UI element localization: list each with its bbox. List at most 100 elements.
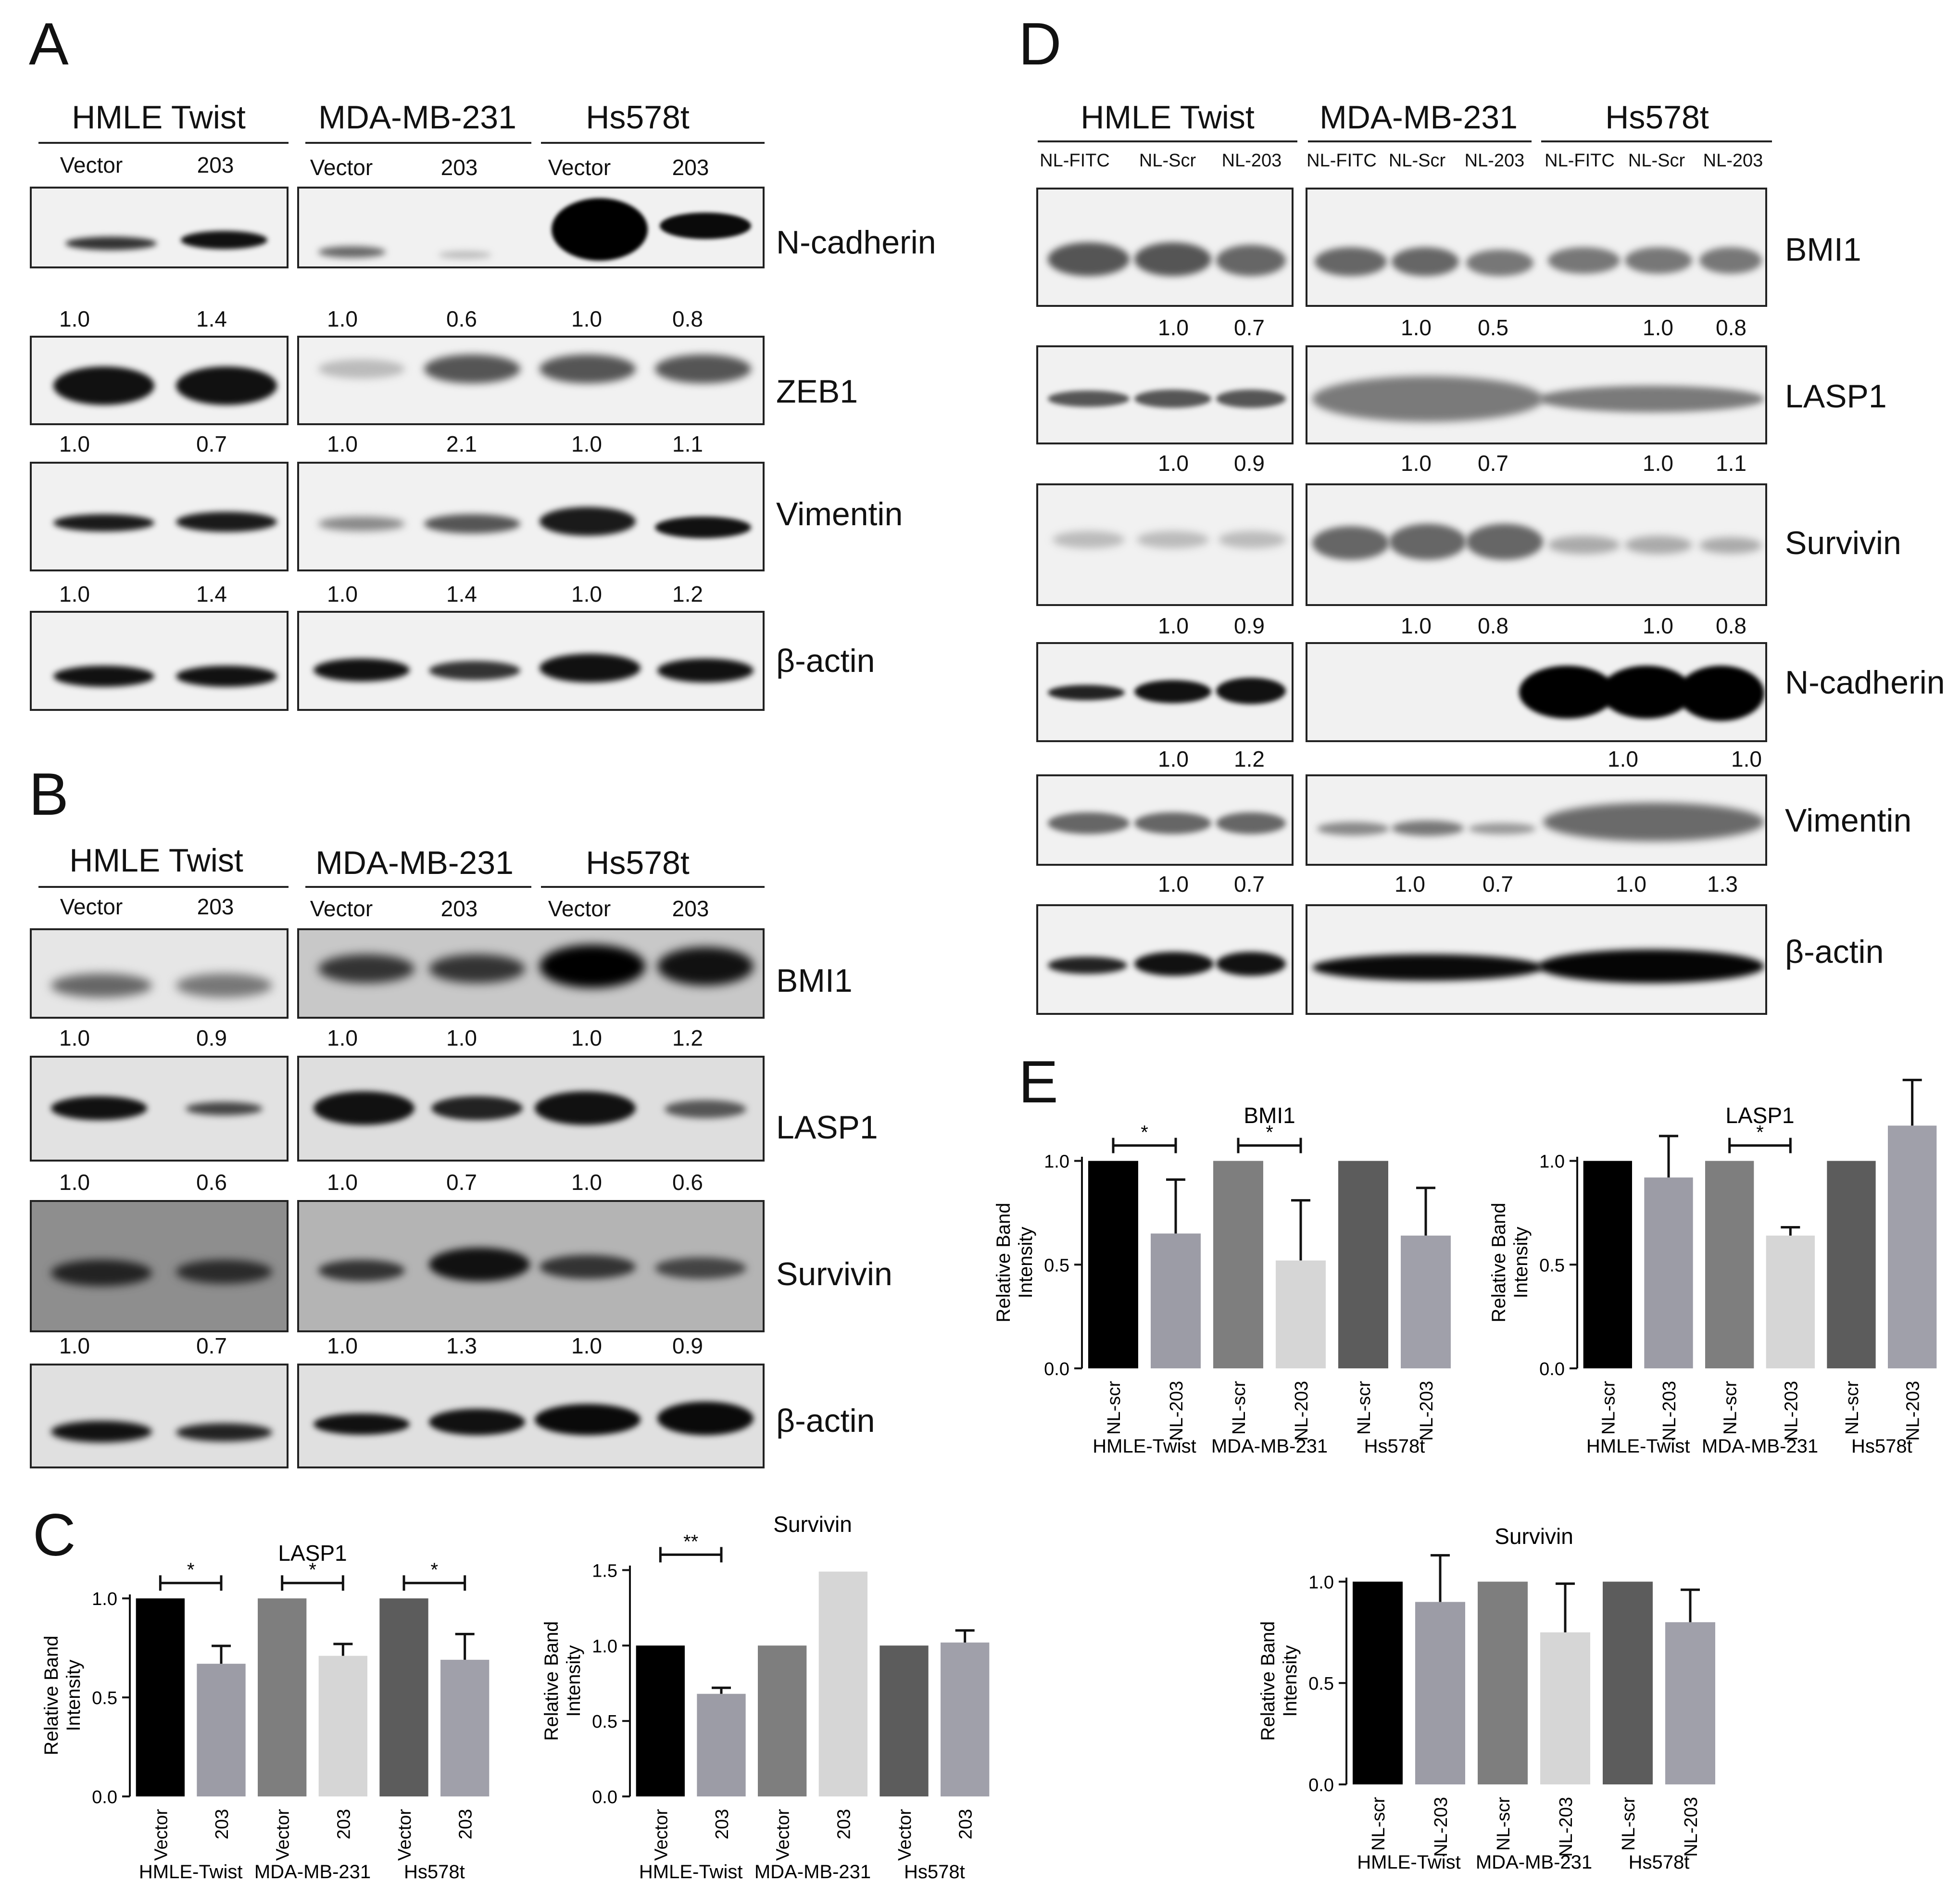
protein-band — [660, 213, 751, 239]
western-blot-strip — [1036, 904, 1294, 1015]
protein-band — [1219, 531, 1286, 548]
bar-chart-c-lasp1: LASP1 0.0 0.5 1.0 Relative Band Intensity Vect… — [41, 1541, 490, 1883]
significance-label: * — [1266, 1122, 1273, 1143]
western-blot-strip — [297, 187, 765, 268]
lane-label: NL-FITC — [1307, 151, 1377, 171]
protein-band — [1137, 531, 1209, 548]
western-blot-strip — [30, 462, 289, 571]
protein-band — [176, 1423, 272, 1441]
protein-band — [1548, 536, 1620, 554]
y-tick-label: 1.0 — [1539, 1152, 1565, 1172]
protein-band — [51, 1421, 152, 1442]
x-tick-label: NL-scr — [1369, 1797, 1389, 1851]
bar — [440, 1659, 490, 1796]
bar — [1705, 1161, 1754, 1368]
y-tick-label: 0.5 — [1539, 1255, 1565, 1276]
quant-value: 1.0 — [59, 1333, 90, 1358]
quant-value: 0.6 — [446, 306, 477, 331]
protein-band — [540, 1255, 636, 1279]
protein-band — [431, 1096, 523, 1120]
protein-label: Survivin — [1785, 525, 1901, 561]
quant-value: 1.2 — [672, 1025, 703, 1050]
western-blot-strip — [297, 611, 765, 711]
western-blot-strip — [297, 928, 765, 1019]
bar — [636, 1645, 685, 1796]
y-tick-label: 1.0 — [1308, 1572, 1334, 1593]
bar-chart-c-survivin: Survivin 0.0 0.5 1.0 1.5 Relative Band Intensi… — [541, 1512, 990, 1883]
protein-band — [1216, 245, 1286, 276]
quant-value: 0.6 — [196, 1170, 227, 1195]
quant-value: 0.7 — [196, 1333, 227, 1358]
quant-value: 1.0 — [327, 306, 358, 331]
bar — [1540, 1632, 1590, 1784]
protein-band — [1134, 680, 1211, 703]
bar — [1415, 1602, 1465, 1784]
group-label: Hs578t — [586, 845, 690, 881]
western-blot-strip — [30, 611, 289, 711]
protein-band — [1699, 247, 1762, 274]
quant-value: 1.0 — [1616, 872, 1646, 897]
y-axis-label: Intensity — [1280, 1645, 1301, 1717]
quant-value: 1.0 — [1401, 315, 1432, 340]
group-label: MDA-MB-231 — [254, 1861, 371, 1883]
quant-value: 1.0 — [327, 431, 358, 456]
quant-value: 1.0 — [59, 306, 90, 331]
group-label: MDA-MB-231 — [318, 99, 516, 136]
western-blot-strip — [30, 1364, 289, 1468]
protein-band — [1048, 685, 1125, 700]
group-label: HMLE-Twist — [1586, 1436, 1690, 1457]
quant-value: 1.0 — [1395, 872, 1425, 897]
quant-value: 1.3 — [446, 1333, 477, 1358]
quant-value: 1.0 — [1158, 613, 1189, 638]
protein-band — [318, 1260, 405, 1281]
western-blot-strip — [297, 1056, 765, 1162]
western-blot-strip — [1306, 904, 1767, 1015]
protein-band — [51, 973, 152, 998]
group-label: Hs578t — [904, 1861, 965, 1883]
group-underline — [305, 886, 531, 888]
protein-band — [1216, 812, 1286, 834]
y-tick-label: 1.0 — [1044, 1152, 1069, 1172]
protein-band — [314, 658, 410, 682]
western-blot-strip — [30, 1056, 289, 1162]
lane-label: NL-Scr — [1628, 151, 1685, 171]
group-underline — [38, 886, 289, 888]
x-tick-label: NL-203 — [1681, 1797, 1701, 1857]
panel-letter-b: B — [29, 761, 69, 828]
x-tick-label: Vector — [651, 1809, 671, 1861]
protein-band — [176, 666, 277, 687]
protein-band — [1048, 812, 1130, 834]
protein-band — [1678, 666, 1764, 721]
protein-label: N-cadherin — [1785, 664, 1945, 701]
lane-label: 203 — [440, 896, 478, 921]
y-axis-label: Intensity — [1015, 1227, 1036, 1299]
quant-value: 0.7 — [1234, 315, 1265, 340]
western-blot-strip — [1306, 345, 1767, 444]
protein-band — [176, 1260, 272, 1284]
group-label: HMLE Twist — [1081, 99, 1255, 136]
y-axis-label: Relative Band — [41, 1635, 62, 1755]
quant-value: 1.0 — [59, 581, 90, 607]
lane-label: Vector — [548, 155, 611, 180]
protein-band — [1317, 822, 1389, 835]
western-blot-strip — [30, 1200, 289, 1332]
bar — [1766, 1235, 1815, 1368]
x-tick-label: NL-scr — [1104, 1381, 1124, 1435]
protein-band — [429, 954, 525, 983]
protein-band — [657, 658, 754, 683]
bar — [1088, 1161, 1138, 1368]
group-label: Hs578t — [1629, 1852, 1690, 1873]
quant-value: 1.0 — [327, 1025, 358, 1050]
bar — [197, 1664, 246, 1796]
protein-band — [655, 1257, 746, 1279]
protein-band — [1601, 666, 1692, 719]
protein-label: ZEB1 — [776, 373, 858, 410]
significance-label: * — [187, 1559, 195, 1580]
bar — [258, 1598, 307, 1796]
western-blot-strip — [1306, 483, 1767, 606]
lane-label: NL-203 — [1464, 151, 1525, 171]
y-axis-label: Relative Band — [993, 1202, 1014, 1322]
protein-band — [51, 1096, 147, 1120]
protein-band — [1538, 386, 1764, 412]
